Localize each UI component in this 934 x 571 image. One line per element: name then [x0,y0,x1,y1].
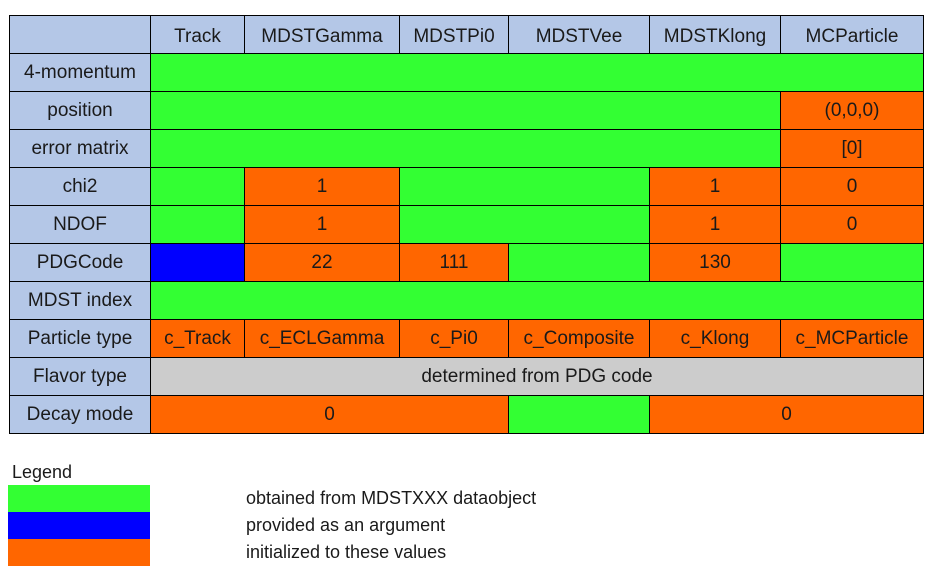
particle-init-table: Track MDSTGamma MDSTPi0 MDSTVee MDSTKlon… [9,15,924,434]
row-label: Particle type [9,319,151,358]
cell-green [508,395,650,434]
cell-decay-right: 0 [649,395,924,434]
row-particle-type: Particle type c_Track c_ECLGamma c_Pi0 c… [9,319,924,358]
cell-green [150,91,781,130]
cell-green [150,205,245,244]
cell-mc-error-matrix: [0] [780,129,924,168]
cell-green [399,167,650,206]
cell-type-track: c_Track [150,319,245,358]
legend-text-orange: initialized to these values [246,542,447,562]
row-label: NDOF [9,205,151,244]
row-label: Decay mode [9,395,151,434]
row-label: chi2 [9,167,151,206]
row-label: Flavor type [9,357,151,396]
cell-green [150,281,924,320]
header-mcparticle: MCParticle [780,15,924,54]
row-chi2: chi2 1 1 0 [9,167,924,206]
header-track: Track [150,15,245,54]
legend-text-green: obtained from MDSTXXX dataobject [246,488,537,508]
row-pdgcode: PDGCode 22 111 130 [9,243,924,282]
cell-flavor: determined from PDG code [150,357,924,396]
cell-gamma-ndof: 1 [244,205,400,244]
row-label: 4-momentum [9,53,151,92]
cell-pi0-pdg: 111 [399,243,509,282]
header-mdstklong: MDSTKlong [649,15,781,54]
cell-gamma-chi2: 1 [244,167,400,206]
cell-decay-left: 0 [150,395,509,434]
cell-klong-chi2: 1 [649,167,781,206]
legend-title: Legend [12,462,73,482]
legend-swatch-blue [8,512,150,539]
row-ndof: NDOF 1 1 0 [9,205,924,244]
cell-green [780,243,924,282]
cell-green [399,205,650,244]
legend-swatch-orange [8,539,150,566]
row-4-momentum: 4-momentum [9,53,924,92]
header-mdstvee: MDSTVee [508,15,650,54]
cell-klong-ndof: 1 [649,205,781,244]
cell-type-mc: c_MCParticle [780,319,924,358]
cell-gamma-pdg: 22 [244,243,400,282]
cell-green [508,243,650,282]
row-flavor-type: Flavor type determined from PDG code [9,357,924,396]
cell-mc-chi2: 0 [780,167,924,206]
cell-mc-position: (0,0,0) [780,91,924,130]
cell-mc-ndof: 0 [780,205,924,244]
cell-type-gamma: c_ECLGamma [244,319,400,358]
row-label: position [9,91,151,130]
row-position: position (0,0,0) [9,91,924,130]
cell-green [150,167,245,206]
cell-green [150,53,924,92]
cell-blue [150,243,245,282]
cell-type-pi0: c_Pi0 [399,319,509,358]
row-label: MDST index [9,281,151,320]
row-decay-mode: Decay mode 0 0 [9,395,924,434]
legend-text-blue: provided as an argument [246,515,446,535]
row-label: PDGCode [9,243,151,282]
row-mdst-index: MDST index [9,281,924,320]
cell-klong-pdg: 130 [649,243,781,282]
header-corner [9,15,151,54]
header-row: Track MDSTGamma MDSTPi0 MDSTVee MDSTKlon… [9,15,924,54]
cell-green [150,129,781,168]
cell-type-vee: c_Composite [508,319,650,358]
cell-type-klong: c_Klong [649,319,781,358]
row-label: error matrix [9,129,151,168]
header-mdstpi0: MDSTPi0 [399,15,509,54]
row-error-matrix: error matrix [0] [9,129,924,168]
header-mdstgamma: MDSTGamma [244,15,400,54]
legend-swatch-green [8,485,150,512]
